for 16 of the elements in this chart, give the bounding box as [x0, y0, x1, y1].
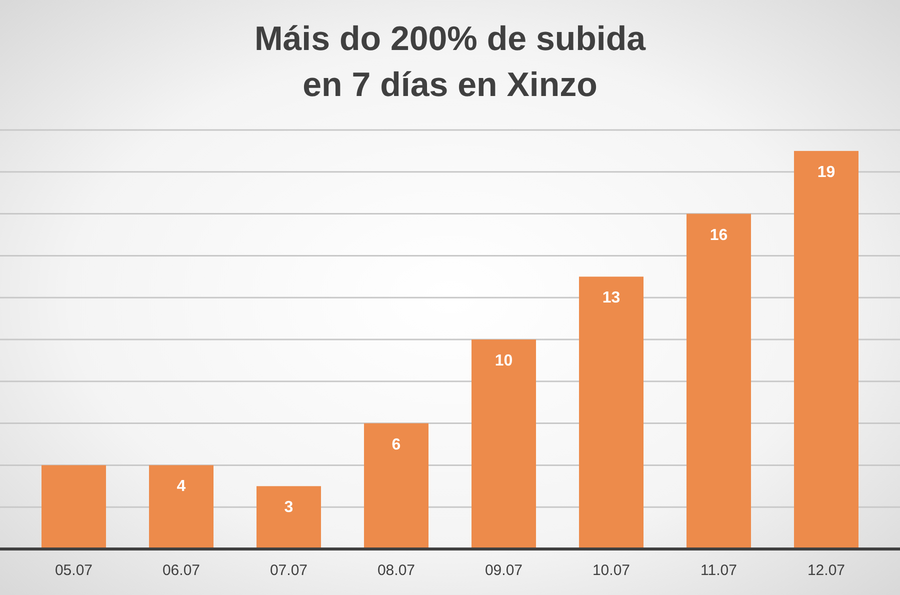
chart-title: Máis do 200% de subida en 7 días en Xinzo: [254, 20, 647, 104]
data-label: 13: [602, 290, 620, 307]
x-tick-label: 07.07: [270, 562, 308, 579]
x-tick-label: 12.07: [807, 562, 846, 579]
x-tick-label: 08.07: [377, 562, 416, 579]
data-label: 19: [817, 164, 836, 181]
data-label: 3: [284, 499, 294, 516]
x-tick-label: 06.07: [162, 562, 200, 579]
data-label: 16: [710, 226, 728, 244]
data-label: 4: [176, 478, 186, 496]
data-label: 10: [494, 352, 513, 370]
x-tick-label: 09.07: [484, 562, 523, 579]
x-tick-label: 11.07: [700, 562, 737, 579]
x-tick-label: 05.07: [54, 562, 93, 579]
x-tick-label: 10.07: [592, 562, 630, 579]
data-label: 6: [392, 436, 401, 454]
